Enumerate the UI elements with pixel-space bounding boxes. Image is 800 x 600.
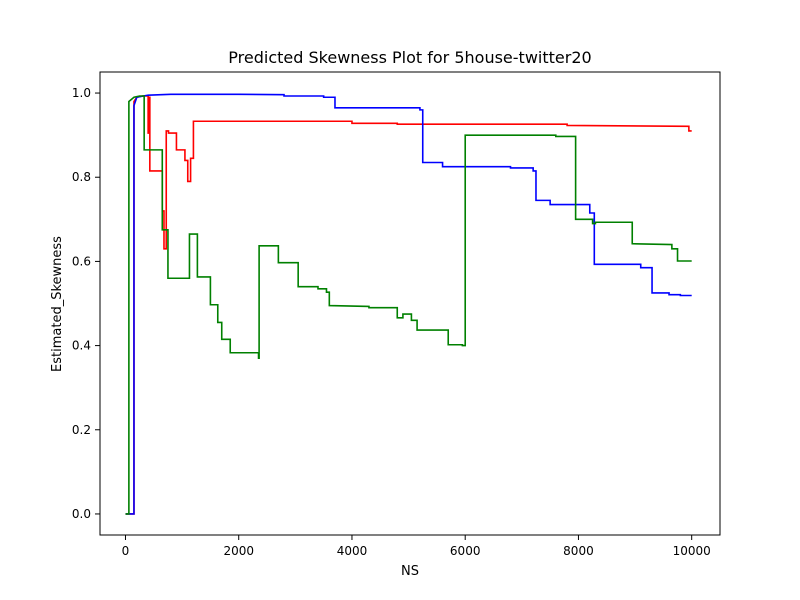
x-axis: 0 2000 4000 6000 8000 10000 [122,535,711,558]
y-tick-label: 0.2 [72,423,91,437]
series-layer [125,93,692,515]
green-series-line [125,95,692,515]
y-tick-label: 0.4 [72,339,91,353]
blue-series-line [125,93,692,515]
x-tick-label: 4000 [337,544,368,558]
y-axis-label: Estimated_Skewness [50,236,65,372]
x-tick-label: 0 [122,544,130,558]
chart-title: Predicted Skewness Plot for 5house-twitt… [228,48,591,67]
x-tick-label: 10000 [673,544,711,558]
plot-frame [99,71,721,536]
y-axis: 0.0 0.2 0.4 0.6 0.8 1.0 [72,86,100,521]
x-tick-label: 6000 [450,544,481,558]
y-tick-label: 0.8 [72,170,91,184]
y-tick-label: 0.6 [72,254,91,268]
x-tick-label: 8000 [563,544,594,558]
x-axis-label: NS [401,564,419,579]
red-series-line [125,95,692,515]
y-tick-label: 1.0 [72,86,91,100]
x-tick-label: 2000 [223,544,254,558]
y-tick-label: 0.0 [72,507,91,521]
